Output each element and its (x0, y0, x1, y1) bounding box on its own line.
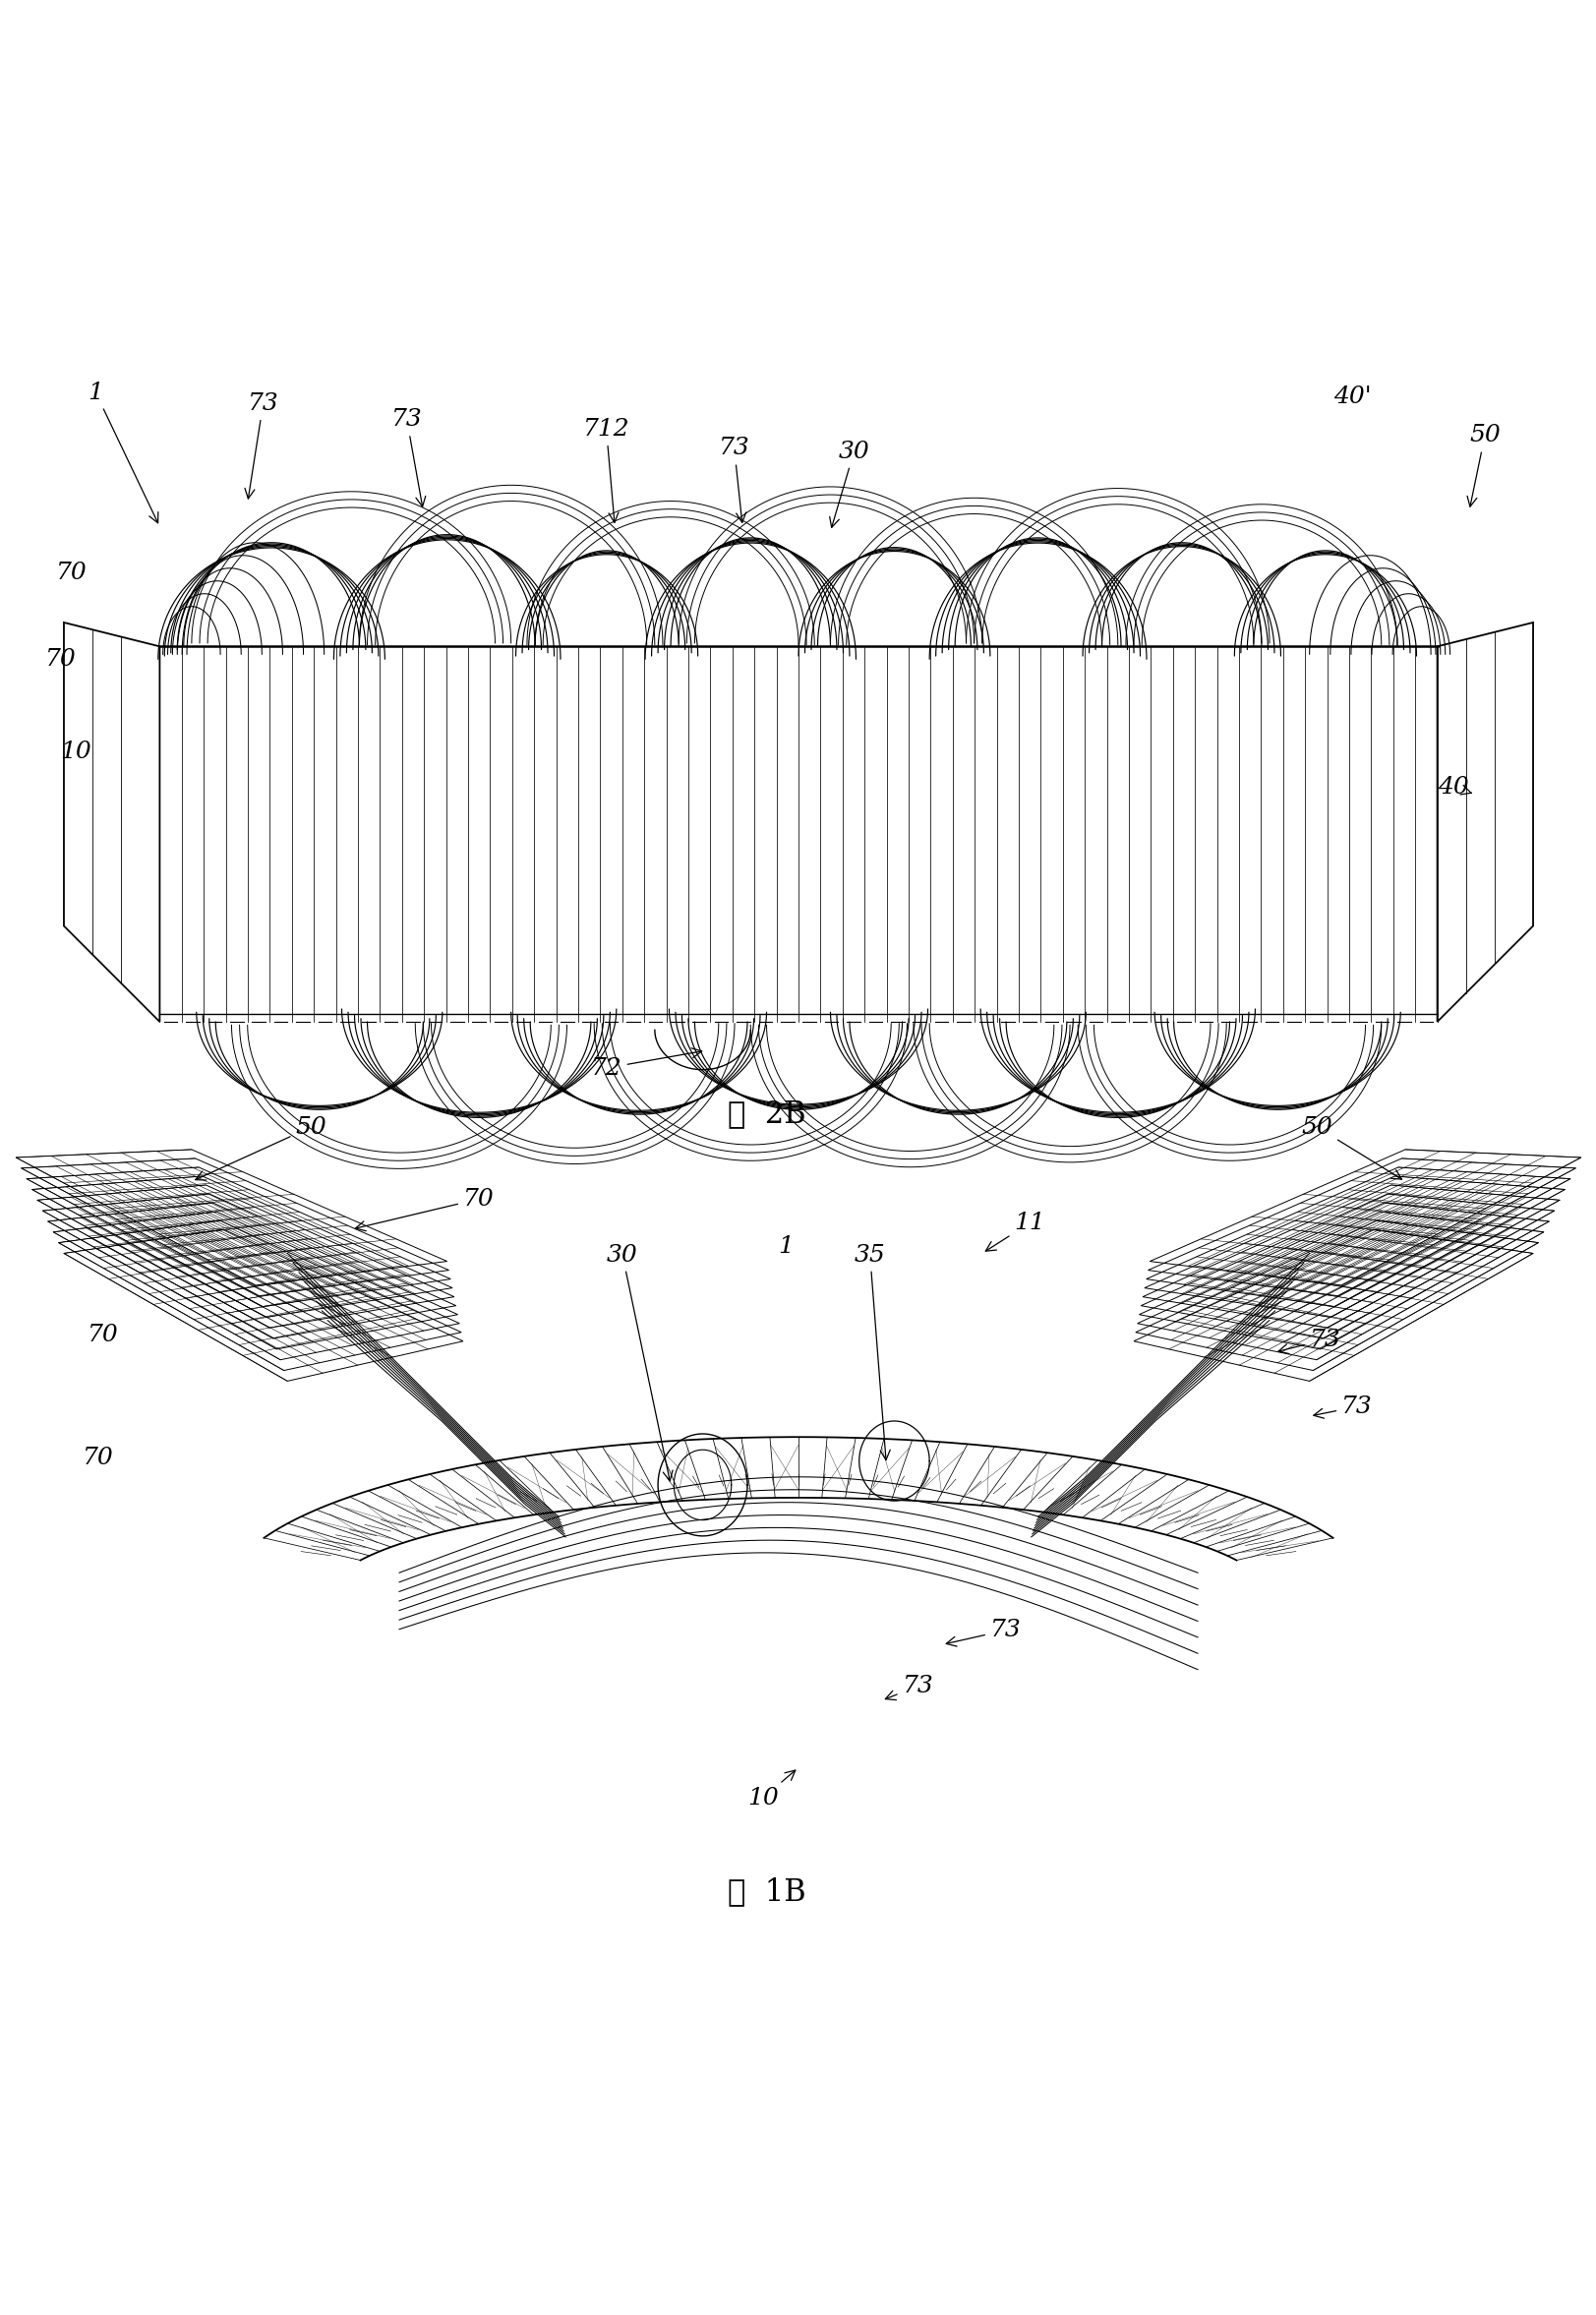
Text: 11: 11 (985, 1211, 1045, 1250)
Text: 30: 30 (830, 440, 870, 528)
Text: 72: 72 (591, 1049, 701, 1079)
Text: 73: 73 (718, 438, 750, 523)
Text: 70: 70 (56, 563, 88, 583)
Text: 10: 10 (61, 741, 93, 764)
Text: 73: 73 (391, 407, 425, 507)
Text: 50: 50 (1467, 424, 1500, 507)
Text: 1: 1 (777, 1236, 793, 1259)
Text: 50: 50 (195, 1116, 327, 1181)
Text: 30: 30 (606, 1243, 672, 1482)
Text: 1: 1 (88, 382, 158, 523)
Text: 70: 70 (356, 1188, 495, 1232)
Text: 40: 40 (1436, 776, 1470, 799)
Text: 10: 10 (747, 1771, 795, 1810)
Text: 50: 50 (1301, 1116, 1401, 1178)
Text: 70: 70 (83, 1447, 115, 1470)
Text: 图  2B: 图 2B (726, 1100, 806, 1130)
Text: 73: 73 (1314, 1396, 1373, 1419)
Text: 73: 73 (946, 1618, 1021, 1646)
Text: 70: 70 (45, 648, 77, 671)
Text: 73: 73 (884, 1674, 934, 1699)
Text: 712: 712 (583, 419, 629, 523)
Text: 图  1B: 图 1B (726, 1877, 806, 1908)
Text: 35: 35 (854, 1243, 889, 1461)
Text: 73: 73 (1277, 1329, 1341, 1354)
Text: 40': 40' (1333, 387, 1371, 407)
Text: 73: 73 (244, 391, 279, 498)
Text: 70: 70 (88, 1324, 120, 1345)
